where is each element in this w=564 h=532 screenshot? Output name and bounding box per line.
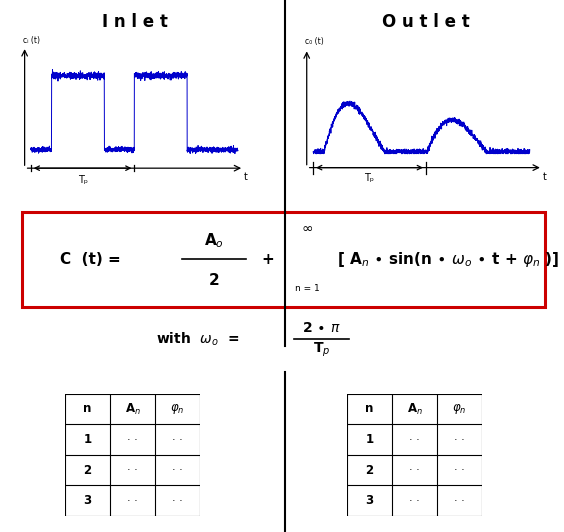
Text: 1: 1 <box>365 433 373 446</box>
Text: O u t l e t: O u t l e t <box>382 13 470 31</box>
Text: Tₚ: Tₚ <box>78 175 87 185</box>
Text: · ·: · · <box>172 435 183 445</box>
Text: $\varphi_n$: $\varphi_n$ <box>452 402 467 416</box>
Text: · ·: · · <box>409 435 420 445</box>
Text: 3: 3 <box>365 494 373 507</box>
Text: A$_n$: A$_n$ <box>407 402 422 417</box>
Text: 2: 2 <box>83 464 91 477</box>
Text: I n l e t: I n l e t <box>103 13 168 31</box>
Text: · ·: · · <box>127 435 138 445</box>
Text: 1: 1 <box>83 433 91 446</box>
Text: n: n <box>83 403 91 415</box>
Text: t: t <box>543 172 547 181</box>
Text: 2: 2 <box>209 272 219 288</box>
Text: T$_p$: T$_p$ <box>313 341 330 360</box>
Text: · ·: · · <box>454 435 465 445</box>
Text: [ A$_n$ $\bullet$ sin(n $\bullet$ $\omega_o$ $\bullet$ t + $\varphi_n$ )]: [ A$_n$ $\bullet$ sin(n $\bullet$ $\omeg… <box>337 250 559 269</box>
Text: · ·: · · <box>409 496 420 506</box>
Text: · ·: · · <box>172 496 183 506</box>
Text: c₀ (t): c₀ (t) <box>305 37 323 46</box>
Text: n: n <box>365 403 373 415</box>
FancyBboxPatch shape <box>22 212 545 307</box>
Text: +: + <box>261 252 274 267</box>
Text: $\varphi_n$: $\varphi_n$ <box>170 402 185 416</box>
Text: with  $\omega_o$  =: with $\omega_o$ = <box>156 330 239 348</box>
Text: · ·: · · <box>127 496 138 506</box>
Text: cᵢ (t): cᵢ (t) <box>23 36 39 45</box>
Text: · ·: · · <box>454 465 465 475</box>
Text: A$_n$: A$_n$ <box>125 402 140 417</box>
Text: · ·: · · <box>454 496 465 506</box>
Text: C  (t) =: C (t) = <box>60 252 120 267</box>
Text: $\infty$: $\infty$ <box>301 221 314 235</box>
Text: Tₚ: Tₚ <box>364 172 374 182</box>
Text: · ·: · · <box>127 465 138 475</box>
Text: 2 $\bullet$ $\pi$: 2 $\bullet$ $\pi$ <box>302 321 341 335</box>
Text: · ·: · · <box>172 465 183 475</box>
Text: · ·: · · <box>409 465 420 475</box>
Text: 2: 2 <box>365 464 373 477</box>
Text: n = 1: n = 1 <box>295 284 320 293</box>
Text: A$_o$: A$_o$ <box>204 231 224 250</box>
Text: t: t <box>244 172 248 182</box>
Text: 3: 3 <box>83 494 91 507</box>
